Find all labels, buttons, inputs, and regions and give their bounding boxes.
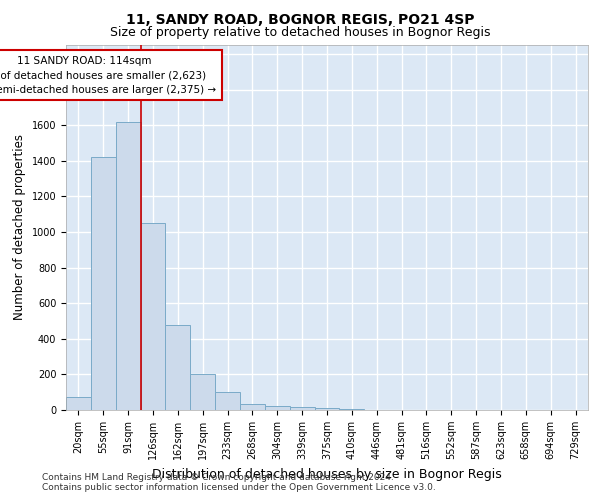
- Bar: [340, 409, 364, 410]
- Bar: [290, 408, 314, 410]
- Bar: [66, 396, 91, 410]
- Bar: [240, 404, 265, 410]
- Text: 11, SANDY ROAD, BOGNOR REGIS, PO21 4SP: 11, SANDY ROAD, BOGNOR REGIS, PO21 4SP: [126, 12, 474, 26]
- X-axis label: Distribution of detached houses by size in Bognor Regis: Distribution of detached houses by size …: [152, 468, 502, 480]
- Bar: [140, 223, 166, 410]
- Text: 11 SANDY ROAD: 114sqm
← 52% of detached houses are smaller (2,623)
48% of semi-d: 11 SANDY ROAD: 114sqm ← 52% of detached …: [0, 56, 217, 96]
- Bar: [166, 324, 190, 410]
- Bar: [116, 122, 140, 410]
- Y-axis label: Number of detached properties: Number of detached properties: [13, 134, 26, 320]
- Bar: [91, 157, 116, 410]
- Bar: [190, 374, 215, 410]
- Text: Contains HM Land Registry data © Crown copyright and database right 2024.
Contai: Contains HM Land Registry data © Crown c…: [42, 473, 436, 492]
- Text: Size of property relative to detached houses in Bognor Regis: Size of property relative to detached ho…: [110, 26, 490, 39]
- Bar: [215, 392, 240, 410]
- Bar: [265, 406, 290, 410]
- Bar: [314, 408, 340, 410]
